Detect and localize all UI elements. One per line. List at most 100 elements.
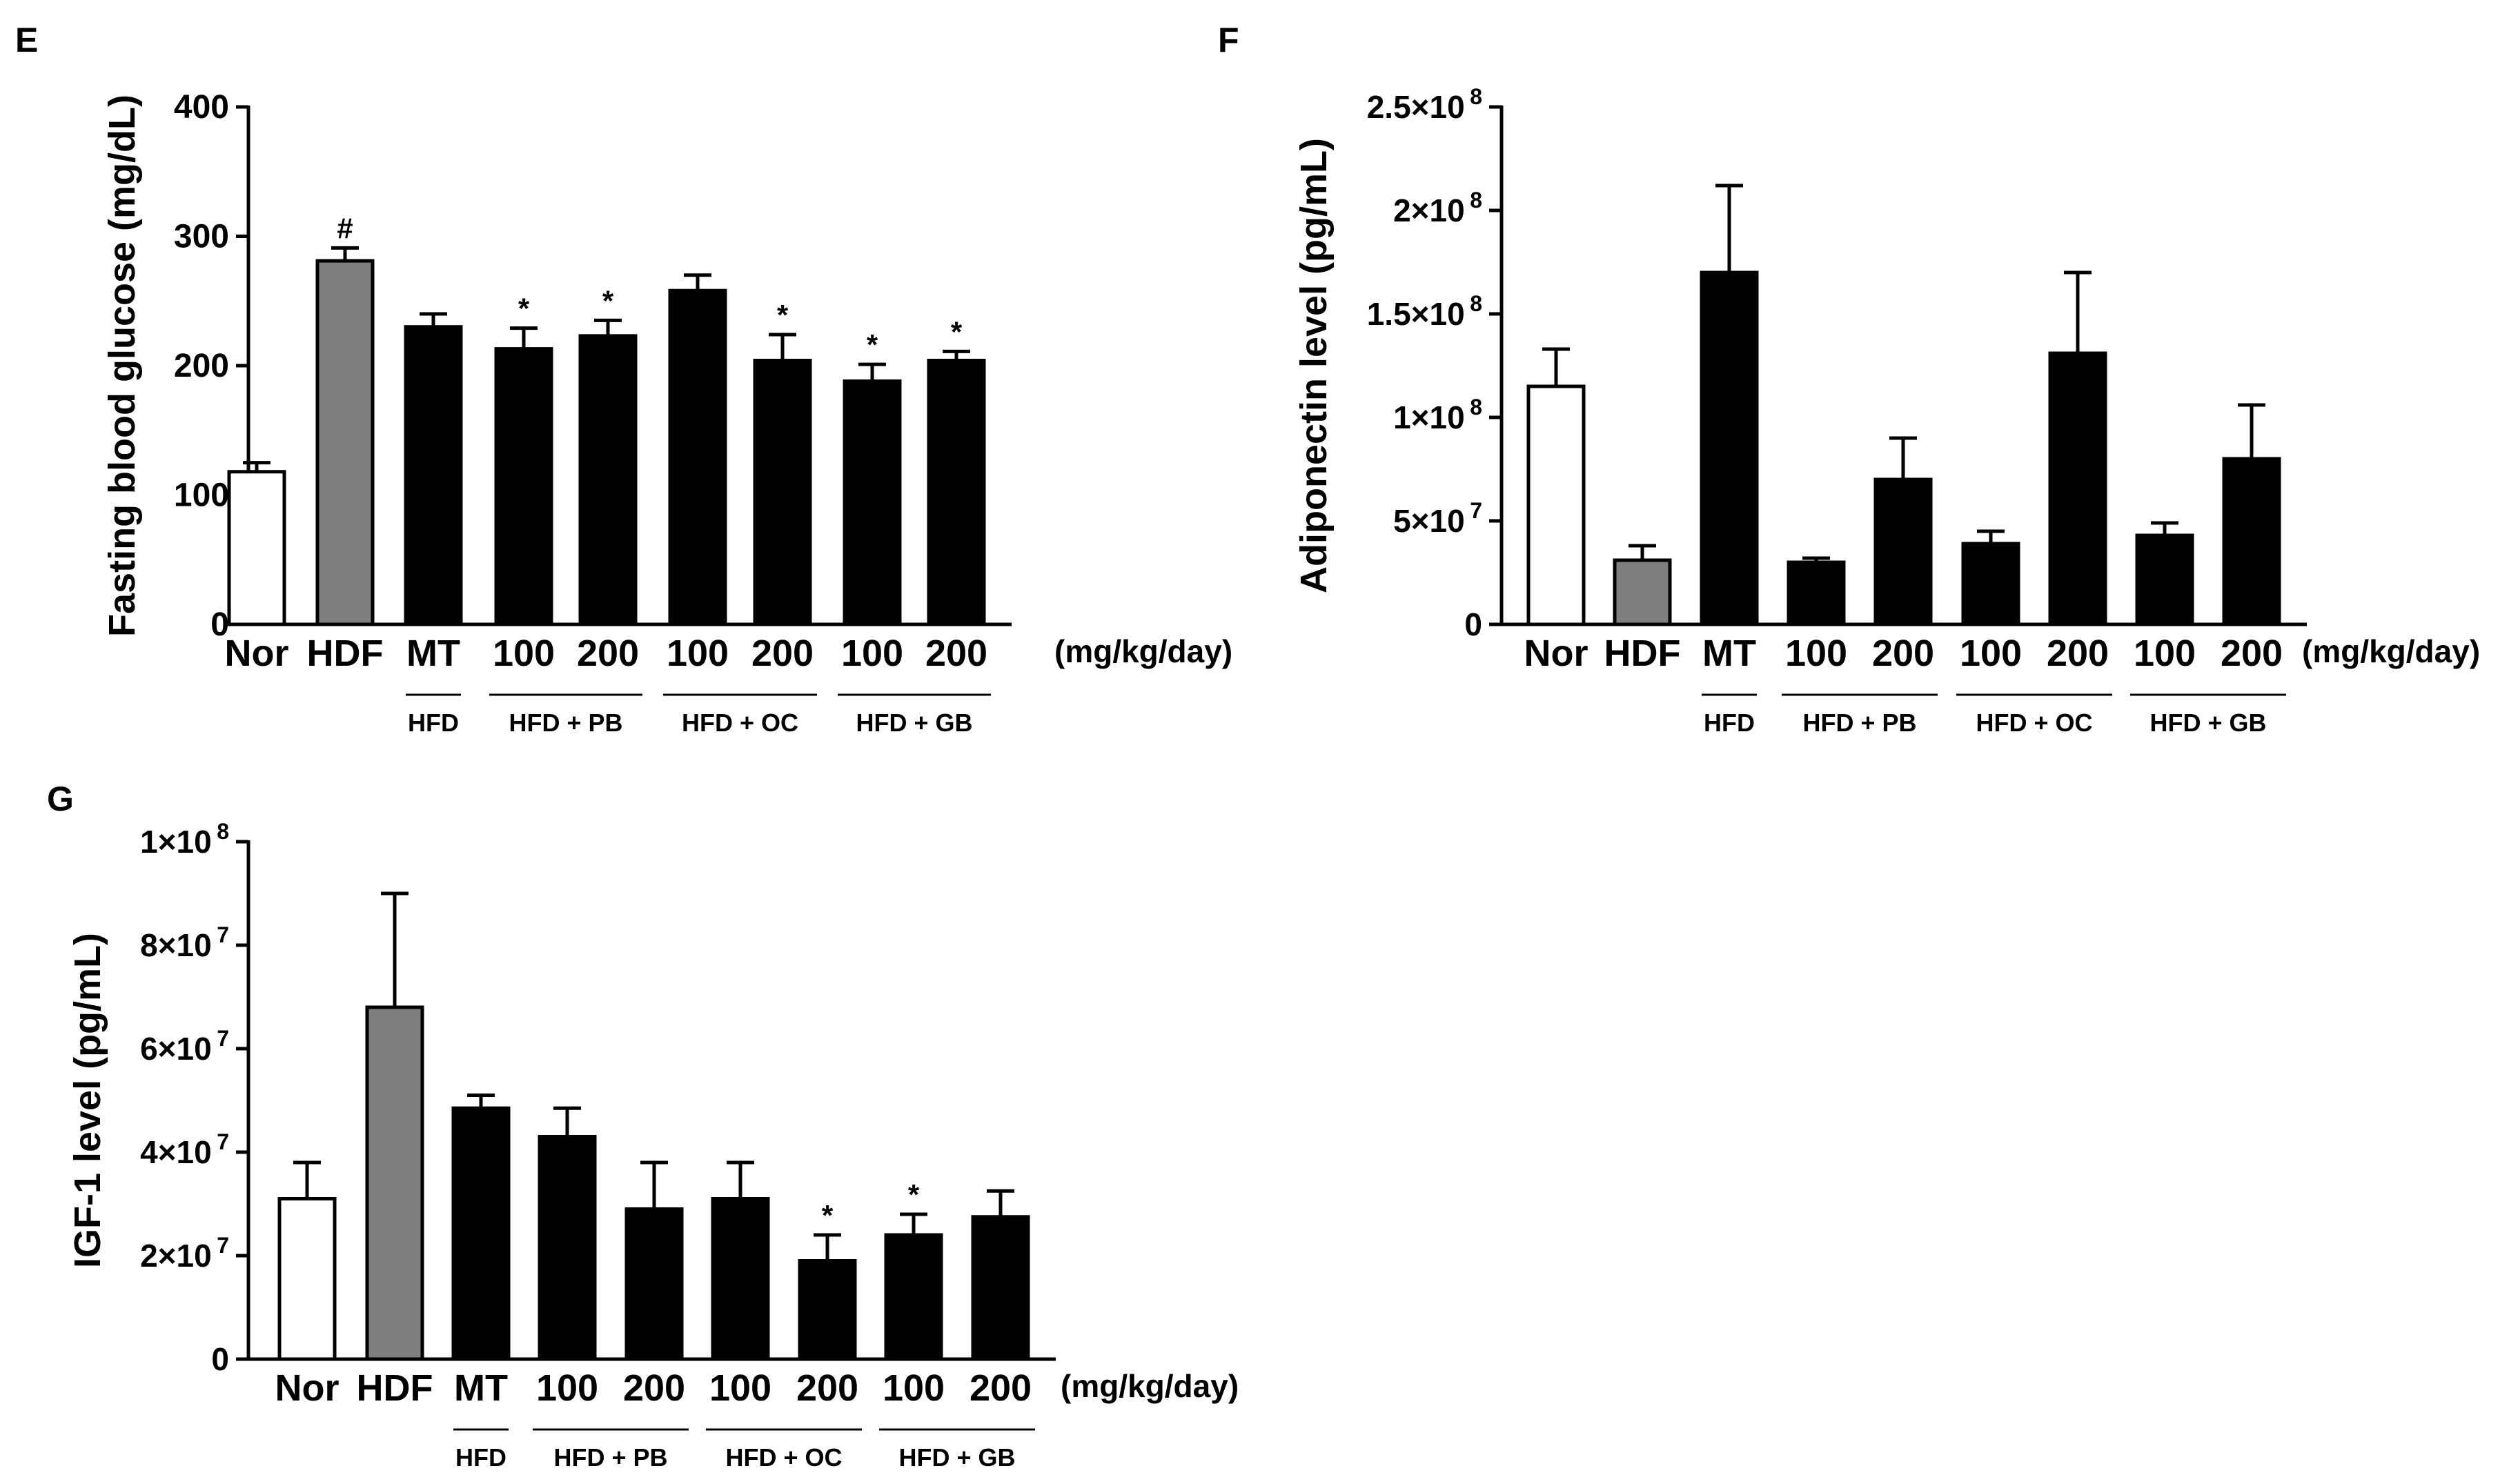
panel-f-y-axis-title: Adiponectin level (pg/mL) xyxy=(1293,138,1335,593)
panel-g-y-tick-exponent: 8 xyxy=(217,819,229,844)
panel-g-bar xyxy=(451,1106,511,1361)
panel-e-y-tick-label: 100 xyxy=(174,477,229,514)
panel-e-letter: E xyxy=(15,21,38,59)
panel-g-x-tick-label: 100 xyxy=(883,1367,945,1409)
panel-e-y-tick-label: 300 xyxy=(174,219,229,255)
panel-g-bar xyxy=(624,1207,684,1361)
panel-f-x-tick-label: MT xyxy=(1702,633,1756,674)
panel-e-y-tick-label: 400 xyxy=(174,89,229,126)
panel-e-bar xyxy=(227,470,286,626)
panel-f-y-tick-label: 2.5×10 xyxy=(1367,89,1465,125)
panel-f-x-tick-label: 100 xyxy=(1785,633,1847,674)
panel-f-bar xyxy=(2222,457,2281,626)
panel-g-group-label: HFD xyxy=(455,1443,506,1472)
panel-g-y-axis-title: IGF-1 level (pg/mL) xyxy=(67,933,108,1268)
panel-f-bar xyxy=(1873,477,1933,626)
panel-g-y-tick-label: 4×10 xyxy=(140,1134,212,1170)
panel-g-bar xyxy=(538,1135,597,1361)
panel-f-bar xyxy=(2135,533,2194,626)
panel-f-x-tick-label: Nor xyxy=(1524,633,1588,674)
panel-g-group-label: HFD + OC xyxy=(725,1443,842,1472)
panel-g-x-tick-label: 100 xyxy=(709,1367,771,1409)
panel-f-x-tick-label: 200 xyxy=(1872,633,1934,674)
panel-e-significance-mark: * xyxy=(951,315,963,348)
panel-g-y-tick-label: 0 xyxy=(211,1341,229,1377)
panel-e-x-tick-label: 100 xyxy=(667,633,729,674)
panel-g-y-tick-label: 8×10 xyxy=(140,927,212,963)
panel-e-significance-mark: # xyxy=(337,212,353,244)
panel-e-y-tick-label: 200 xyxy=(174,348,229,384)
panel-f-bar xyxy=(1526,384,1586,626)
panel-f-y-tick-label: 1×10 xyxy=(1393,399,1465,435)
panel-e-chart: E 0 100 200 300 400 Fasting blood glucose (mg… xyxy=(15,21,1232,737)
panel-e-unit-label: (mg/kg/day) xyxy=(1054,633,1232,669)
panel-g-x-tick-label: Nor xyxy=(275,1367,340,1409)
panel-g-bar xyxy=(971,1215,1030,1361)
panel-f-bar xyxy=(2048,351,2107,626)
panel-f-bar xyxy=(1700,270,1759,626)
panel-f-x-tick-label: 200 xyxy=(2047,633,2109,674)
panel-f-unit-label: (mg/kg/day) xyxy=(2302,633,2480,669)
panel-g-x-tick-label: MT xyxy=(454,1367,508,1409)
panel-e-significance-mark: * xyxy=(602,284,614,317)
panel-g-y-tick-label: 1×10 xyxy=(140,824,212,860)
panel-f-x-tick-label: 100 xyxy=(1960,633,2022,674)
panel-f-x-tick-label: HDF xyxy=(1604,633,1681,674)
panel-f-y-tick-exponent: 8 xyxy=(1470,395,1482,419)
panel-g-x-tick-label: 200 xyxy=(623,1367,685,1409)
panel-e-bar xyxy=(927,359,986,626)
panel-e-group-label: HFD + PB xyxy=(509,709,622,737)
panel-g-unit-label: (mg/kg/day) xyxy=(1061,1368,1239,1404)
panel-e-bar xyxy=(843,379,902,626)
panel-e-y-tick-label: 0 xyxy=(210,606,229,643)
panel-g-y-tick-label: 2×10 xyxy=(140,1238,212,1274)
panel-g-x-tick-label: 200 xyxy=(970,1367,1032,1409)
panel-e-bar xyxy=(753,359,812,626)
panel-f-y-tick-label: 2×10 xyxy=(1393,192,1465,228)
panel-g-bar xyxy=(365,1005,424,1361)
panel-f-letter: F xyxy=(1218,21,1239,59)
panel-e-bar xyxy=(494,347,553,626)
panel-f-bar xyxy=(1787,560,1846,626)
panel-f-group-label: HFD + GB xyxy=(2149,709,2266,737)
panel-e-significance-mark: * xyxy=(777,299,789,331)
panel-g-significance-mark: * xyxy=(908,1178,920,1211)
panel-f-chart: F 05×10 71×10 81.5×10 82×10 82.5×10 8Adiponec… xyxy=(1218,21,2480,737)
panel-g-bar xyxy=(277,1197,337,1361)
panel-g-bar xyxy=(884,1233,943,1361)
panel-f-group-label: HFD + OC xyxy=(1976,709,2092,737)
panel-e-bar xyxy=(668,288,727,626)
panel-e-x-tick-label: Nor xyxy=(225,633,289,674)
panel-g-group-label: HFD + GB xyxy=(898,1443,1015,1472)
panel-f-group-label: HFD + PB xyxy=(1802,709,1916,737)
panel-f-y-tick-exponent: 8 xyxy=(1470,84,1482,109)
panel-g-y-tick-exponent: 7 xyxy=(217,922,229,947)
panel-e-significance-mark: * xyxy=(518,293,530,325)
panel-f-y-tick-label: 1.5×10 xyxy=(1367,296,1465,332)
panel-f-y-tick-label: 5×10 xyxy=(1393,503,1465,539)
panel-f-group-label: HFD xyxy=(1704,709,1755,737)
panel-e-x-tick-label: 100 xyxy=(493,633,555,674)
panel-e-x-tick-label: 200 xyxy=(925,633,987,674)
panel-f-bar xyxy=(1961,542,2020,626)
panel-g-x-tick-label: 100 xyxy=(536,1367,598,1409)
panel-e-group-label: HFD xyxy=(408,709,459,737)
panel-e-bar xyxy=(578,334,638,626)
panel-g-y-tick-exponent: 7 xyxy=(217,1233,229,1258)
panel-e-x-tick-label: MT xyxy=(406,633,460,674)
panel-g-group-label: HFD + PB xyxy=(553,1443,667,1472)
panel-f-y-tick-exponent: 8 xyxy=(1470,188,1482,212)
panel-e-y-axis-title: Fasting blood glucose (mg/dL) xyxy=(101,95,143,637)
panel-g-letter: G xyxy=(47,780,74,818)
panel-f-x-tick-label: 100 xyxy=(2134,633,2196,674)
panel-e-bar xyxy=(315,259,375,626)
panel-g-y-tick-label: 6×10 xyxy=(140,1031,212,1067)
panel-f-y-tick-exponent: 7 xyxy=(1470,498,1482,523)
panel-g-significance-mark: * xyxy=(822,1199,834,1231)
panel-e-group-label: HFD + OC xyxy=(682,709,798,737)
panel-f-x-tick-label: 200 xyxy=(2221,633,2283,674)
panel-e-bar xyxy=(404,325,463,626)
panel-e-x-tick-label: 100 xyxy=(841,633,903,674)
panel-e-x-tick-label: 200 xyxy=(577,633,639,674)
